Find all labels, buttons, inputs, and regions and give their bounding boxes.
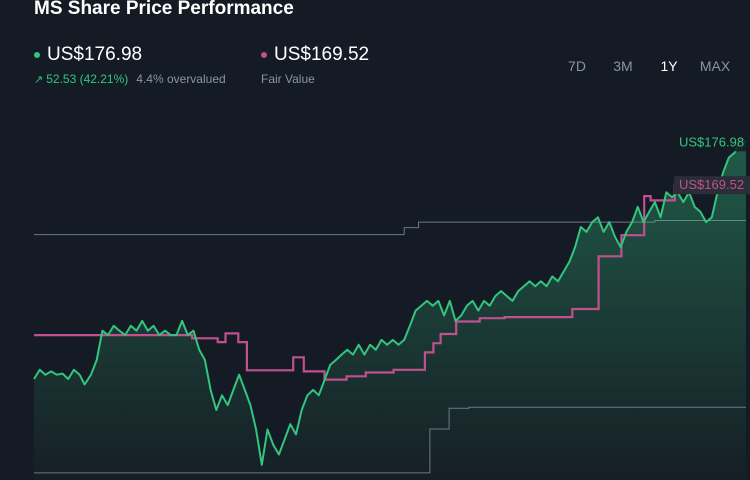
period-max[interactable]: MAX [699,58,731,74]
fair-value-label: Fair Value [261,72,315,86]
fair-value-dot-icon [261,52,267,58]
fair-value-end-label: US$169.52 [679,177,744,192]
valuation-note: 4.4% overvalued [136,72,226,86]
period-3m[interactable]: 3M [613,58,633,74]
price-legend: US$176.98 ↗ 52.53 (42.21%) 4.4% overvalu… [34,44,226,86]
price-change: ↗ 52.53 (42.21%) [34,72,128,86]
fair-value-legend: US$169.52 Fair Value [261,44,369,86]
page-title: MS Share Price Performance [34,0,294,19]
share-price-line [33,137,747,466]
price-end-label: US$176.98 [679,134,744,149]
fair-value-end-label-bg [674,176,750,195]
price-dot-icon [34,52,40,58]
arrow-up-right-icon: ↗ [34,73,44,86]
period-1y[interactable]: 1Y [660,58,678,74]
price-end-label-bg [674,133,750,152]
current-price: US$176.98 [47,44,143,65]
period-7d[interactable]: 7D [568,58,586,74]
fair-value-line [34,184,746,381]
fair-value: US$169.52 [274,44,370,65]
price-area [34,138,746,480]
period-selector: 7D 3M 1Y MAX [554,58,738,74]
price-change-value: 52.53 (42.21%) [46,72,129,86]
